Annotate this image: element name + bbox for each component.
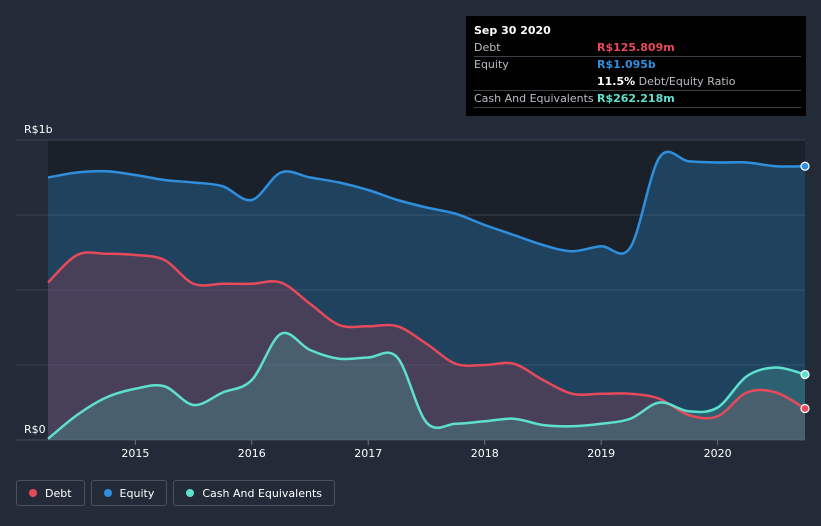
grid-lines	[16, 139, 805, 441]
series-areas	[48, 151, 805, 441]
debt-endpoint	[800, 403, 810, 414]
tooltip-equity-row: Equity R$1.095b	[474, 57, 801, 73]
debt-line	[47, 251, 806, 420]
debt-dot-icon	[29, 489, 37, 497]
equity-line	[47, 150, 806, 255]
series-lines	[47, 150, 806, 440]
chart-legend: Debt Equity Cash And Equivalents	[16, 480, 335, 508]
tooltip-cash-value: R$262.218m	[597, 92, 675, 105]
x-tick-label: 2016	[238, 447, 266, 460]
tooltip-debt-value: R$125.809m	[597, 41, 675, 54]
debt-area	[48, 252, 805, 440]
legend-equity-label: Equity	[119, 486, 155, 500]
series-endpoints	[800, 161, 810, 414]
x-tick-label: 2018	[471, 447, 499, 460]
cash-dot-icon	[186, 489, 195, 497]
tooltip-debt-row: Debt R$125.809m	[474, 40, 801, 57]
cash-and-equivalents-area	[48, 332, 805, 440]
x-tick-label: 2017	[354, 447, 382, 460]
x-tick-label: 2019	[587, 447, 615, 460]
legend-item-cash[interactable]: Cash And Equivalents	[173, 480, 335, 506]
tooltip-panel: Sep 30 2020 Debt R$125.809m Equity R$1.0…	[466, 16, 806, 116]
debt-equity-chart: R$1b R$0 2015 2016 2017 2018 2019 2020	[16, 123, 810, 460]
tooltip-ratio: 11.5% Debt/Equity Ratio	[597, 75, 735, 88]
equity-endpoint	[800, 161, 810, 171]
tooltip-equity-label: Equity	[474, 58, 509, 71]
tooltip-date: Sep 30 2020	[474, 24, 551, 37]
tooltip-cash-label: Cash And Equivalents	[474, 92, 594, 105]
y-axis-bottom-label: R$0	[24, 423, 46, 436]
tooltip-ratio-label: Debt/Equity Ratio	[638, 75, 736, 88]
tooltip-equity-value: R$1.095b	[597, 58, 656, 71]
legend-cash-label: Cash And Equivalents	[202, 486, 322, 500]
equity-area	[48, 151, 805, 441]
x-tick-label: 2015	[121, 447, 149, 460]
cash-and-equivalents-endpoint	[800, 369, 810, 380]
legend-item-equity[interactable]: Equity	[90, 480, 168, 506]
cash-and-equivalents-line	[47, 331, 806, 440]
y-axis-top-label: R$1b	[24, 123, 53, 136]
x-tick-label: 2020	[704, 447, 732, 460]
tooltip-debt-label: Debt	[474, 41, 501, 54]
tooltip-ratio-value: 11.5%	[597, 75, 636, 88]
legend-debt-label: Debt	[45, 486, 72, 500]
equity-dot-icon	[103, 489, 112, 497]
tooltip-cash-row: Cash And Equivalents R$262.218m	[474, 90, 801, 108]
legend-item-debt[interactable]: Debt	[16, 480, 85, 506]
x-axis-ticks: 2015 2016 2017 2018 2019 2020	[121, 440, 732, 460]
